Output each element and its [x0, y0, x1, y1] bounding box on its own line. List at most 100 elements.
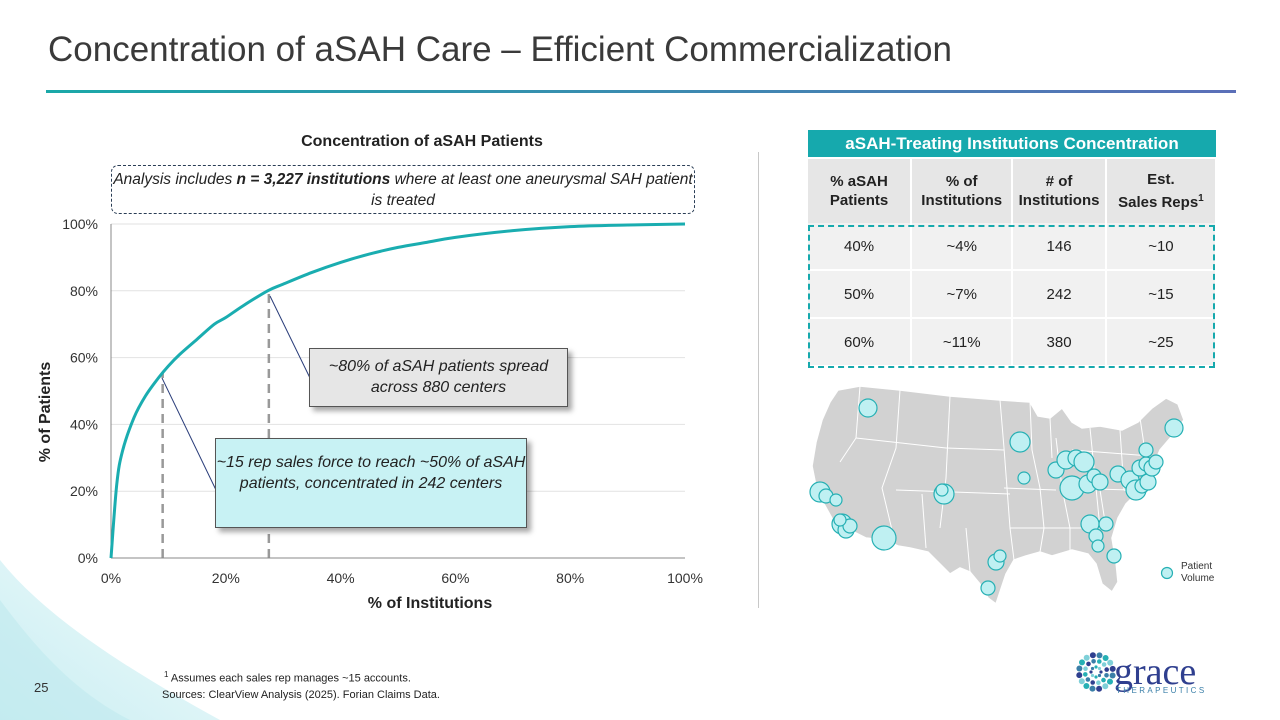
logo-dot [1096, 685, 1103, 692]
table-column-header: % of Institutions [911, 159, 1014, 223]
sources-note: Sources: ClearView Analysis (2025). Fori… [162, 689, 440, 701]
logo-dot [1094, 665, 1098, 669]
logo-dot [1109, 672, 1116, 679]
logo-dot [1076, 665, 1083, 672]
logo-dot [1089, 652, 1096, 659]
logo-dot [1090, 680, 1095, 685]
callout-15-leader [161, 377, 217, 491]
logo-dot [1083, 654, 1090, 661]
y-tick-label: 40% [70, 416, 98, 432]
x-tick-labels: 0% 20% 40% 60% 80% 100% [101, 570, 703, 586]
logo-dot [1097, 673, 1102, 678]
logo-dot [1099, 670, 1103, 674]
x-tick-label: 100% [667, 570, 703, 586]
logo-dot [1107, 678, 1113, 685]
logo-dot [1102, 683, 1109, 690]
table-column-header: Est. Sales Reps1 [1105, 159, 1215, 223]
footnote-text: Assumes each sales rep manages ~15 accou… [168, 672, 411, 685]
table-cell: 242 [1012, 270, 1107, 319]
y-tick-label: 100% [62, 216, 98, 232]
logo-dot [1107, 659, 1114, 666]
logo-dot [1101, 662, 1107, 667]
logo-burst-icon [1076, 652, 1116, 692]
x-tick-label: 0% [101, 570, 121, 586]
title-underline [46, 90, 1236, 93]
callout-15-reps: ~15 rep sales force to reach ~50% of aSA… [215, 438, 527, 528]
analysis-note-suffix: where at least one aneurysmal SAH patien… [371, 171, 693, 209]
x-tick-label: 20% [212, 570, 240, 586]
logo-dot [1094, 675, 1098, 679]
table-cell: 50% [808, 270, 913, 319]
logo-dot [1101, 677, 1106, 683]
logo-dot [1096, 680, 1101, 685]
x-tick-label: 60% [441, 570, 469, 586]
section-divider [758, 152, 759, 608]
logo-dot [1076, 672, 1083, 679]
logo-dot [1104, 667, 1109, 672]
table-row: 50% ~7% 242 ~15 [808, 270, 1215, 319]
logo-dot [1090, 666, 1095, 671]
cumulative-chart: 0% 20% 40% 60% 80% 100% 0% 20% 40% 60% 80% 100% % … [37, 216, 703, 612]
table-cell: 146 [1012, 223, 1107, 271]
callout-80-percent: ~80% of aSAH patients spread across 880 … [309, 348, 568, 407]
us-map: Patient Volume [809, 385, 1215, 606]
table-highlight-box [808, 225, 1215, 368]
logo-dot [1083, 683, 1090, 689]
table-column-header: % aSAH Patients [808, 159, 913, 223]
table-cell: ~15 [1105, 270, 1215, 319]
table-cell: 60% [808, 318, 913, 367]
table-header: aSAH-Treating Institutions Concentration [808, 130, 1216, 157]
logo-dot [1078, 678, 1085, 685]
patients-curve [109, 222, 686, 559]
page-title: Concentration of aSAH Care – Efficient C… [48, 30, 952, 69]
analysis-note-count: n = 3,227 institutions [236, 171, 391, 188]
logo-wordmark: grace [1114, 652, 1196, 693]
table-cell: 380 [1012, 318, 1107, 367]
y-tick-label: 60% [70, 350, 98, 366]
logo-dot [1096, 652, 1103, 659]
logo-dot [1090, 673, 1095, 678]
footnote-marker: 1 [164, 670, 169, 679]
legend-label-patient: Patient [1181, 561, 1212, 572]
y-axis-label: % of Patients [37, 362, 54, 463]
table-cell: ~7% [911, 270, 1014, 319]
callout-80-leader [269, 295, 311, 379]
logo-dot [1083, 672, 1088, 677]
table-column-header: # of Institutions [1012, 159, 1107, 223]
y-tick-label: 0% [78, 550, 98, 566]
table-cell: ~25 [1105, 318, 1215, 367]
logo-dot [1083, 666, 1088, 671]
logo-dot [1089, 685, 1096, 692]
x-tick-label: 40% [327, 570, 355, 586]
logo-tagline: THERAPEUTICS [1116, 686, 1207, 695]
x-tick-label: 80% [556, 570, 584, 586]
logo-dot [1085, 677, 1091, 682]
logo-dot [1102, 655, 1109, 661]
table-cell: ~11% [911, 318, 1014, 367]
logo-dot [1109, 665, 1116, 672]
logo-dot [1089, 670, 1093, 674]
logo-dot [1104, 673, 1109, 678]
reference-lines [161, 290, 271, 558]
logo-dot [1086, 661, 1091, 667]
grace-logo: grace THERAPEUTICS [1076, 652, 1207, 695]
table-cell: ~4% [911, 223, 1014, 271]
institutions-table: % aSAH Patients% of Institutions # of Instit… [808, 159, 1215, 367]
footnote: 1 Assumes each sales rep manages ~15 acc… [164, 670, 411, 685]
legend-bubble [1160, 566, 1174, 580]
chart-title: Concentration of aSAH Patients [301, 133, 543, 150]
x-axis-label: % of Institutions [368, 595, 493, 612]
logo-dot [1097, 666, 1102, 671]
analysis-note: Analysis includes n = 3,227 institutions… [111, 165, 695, 214]
table-cell: 40% [808, 223, 913, 271]
y-tick-label: 20% [70, 483, 98, 499]
logo-dot [1091, 659, 1096, 664]
y-tick-label: 80% [70, 283, 98, 299]
table-cell: ~10 [1105, 223, 1215, 271]
table-row: 60% ~11% 380 ~25 [808, 318, 1215, 367]
legend-label-volume: Volume [1181, 573, 1215, 584]
patient-volume-bubbles [809, 398, 1184, 596]
analysis-note-prefix: Analysis includes [113, 171, 237, 188]
y-tick-labels: 0% 20% 40% 60% 80% 100% [62, 216, 98, 566]
